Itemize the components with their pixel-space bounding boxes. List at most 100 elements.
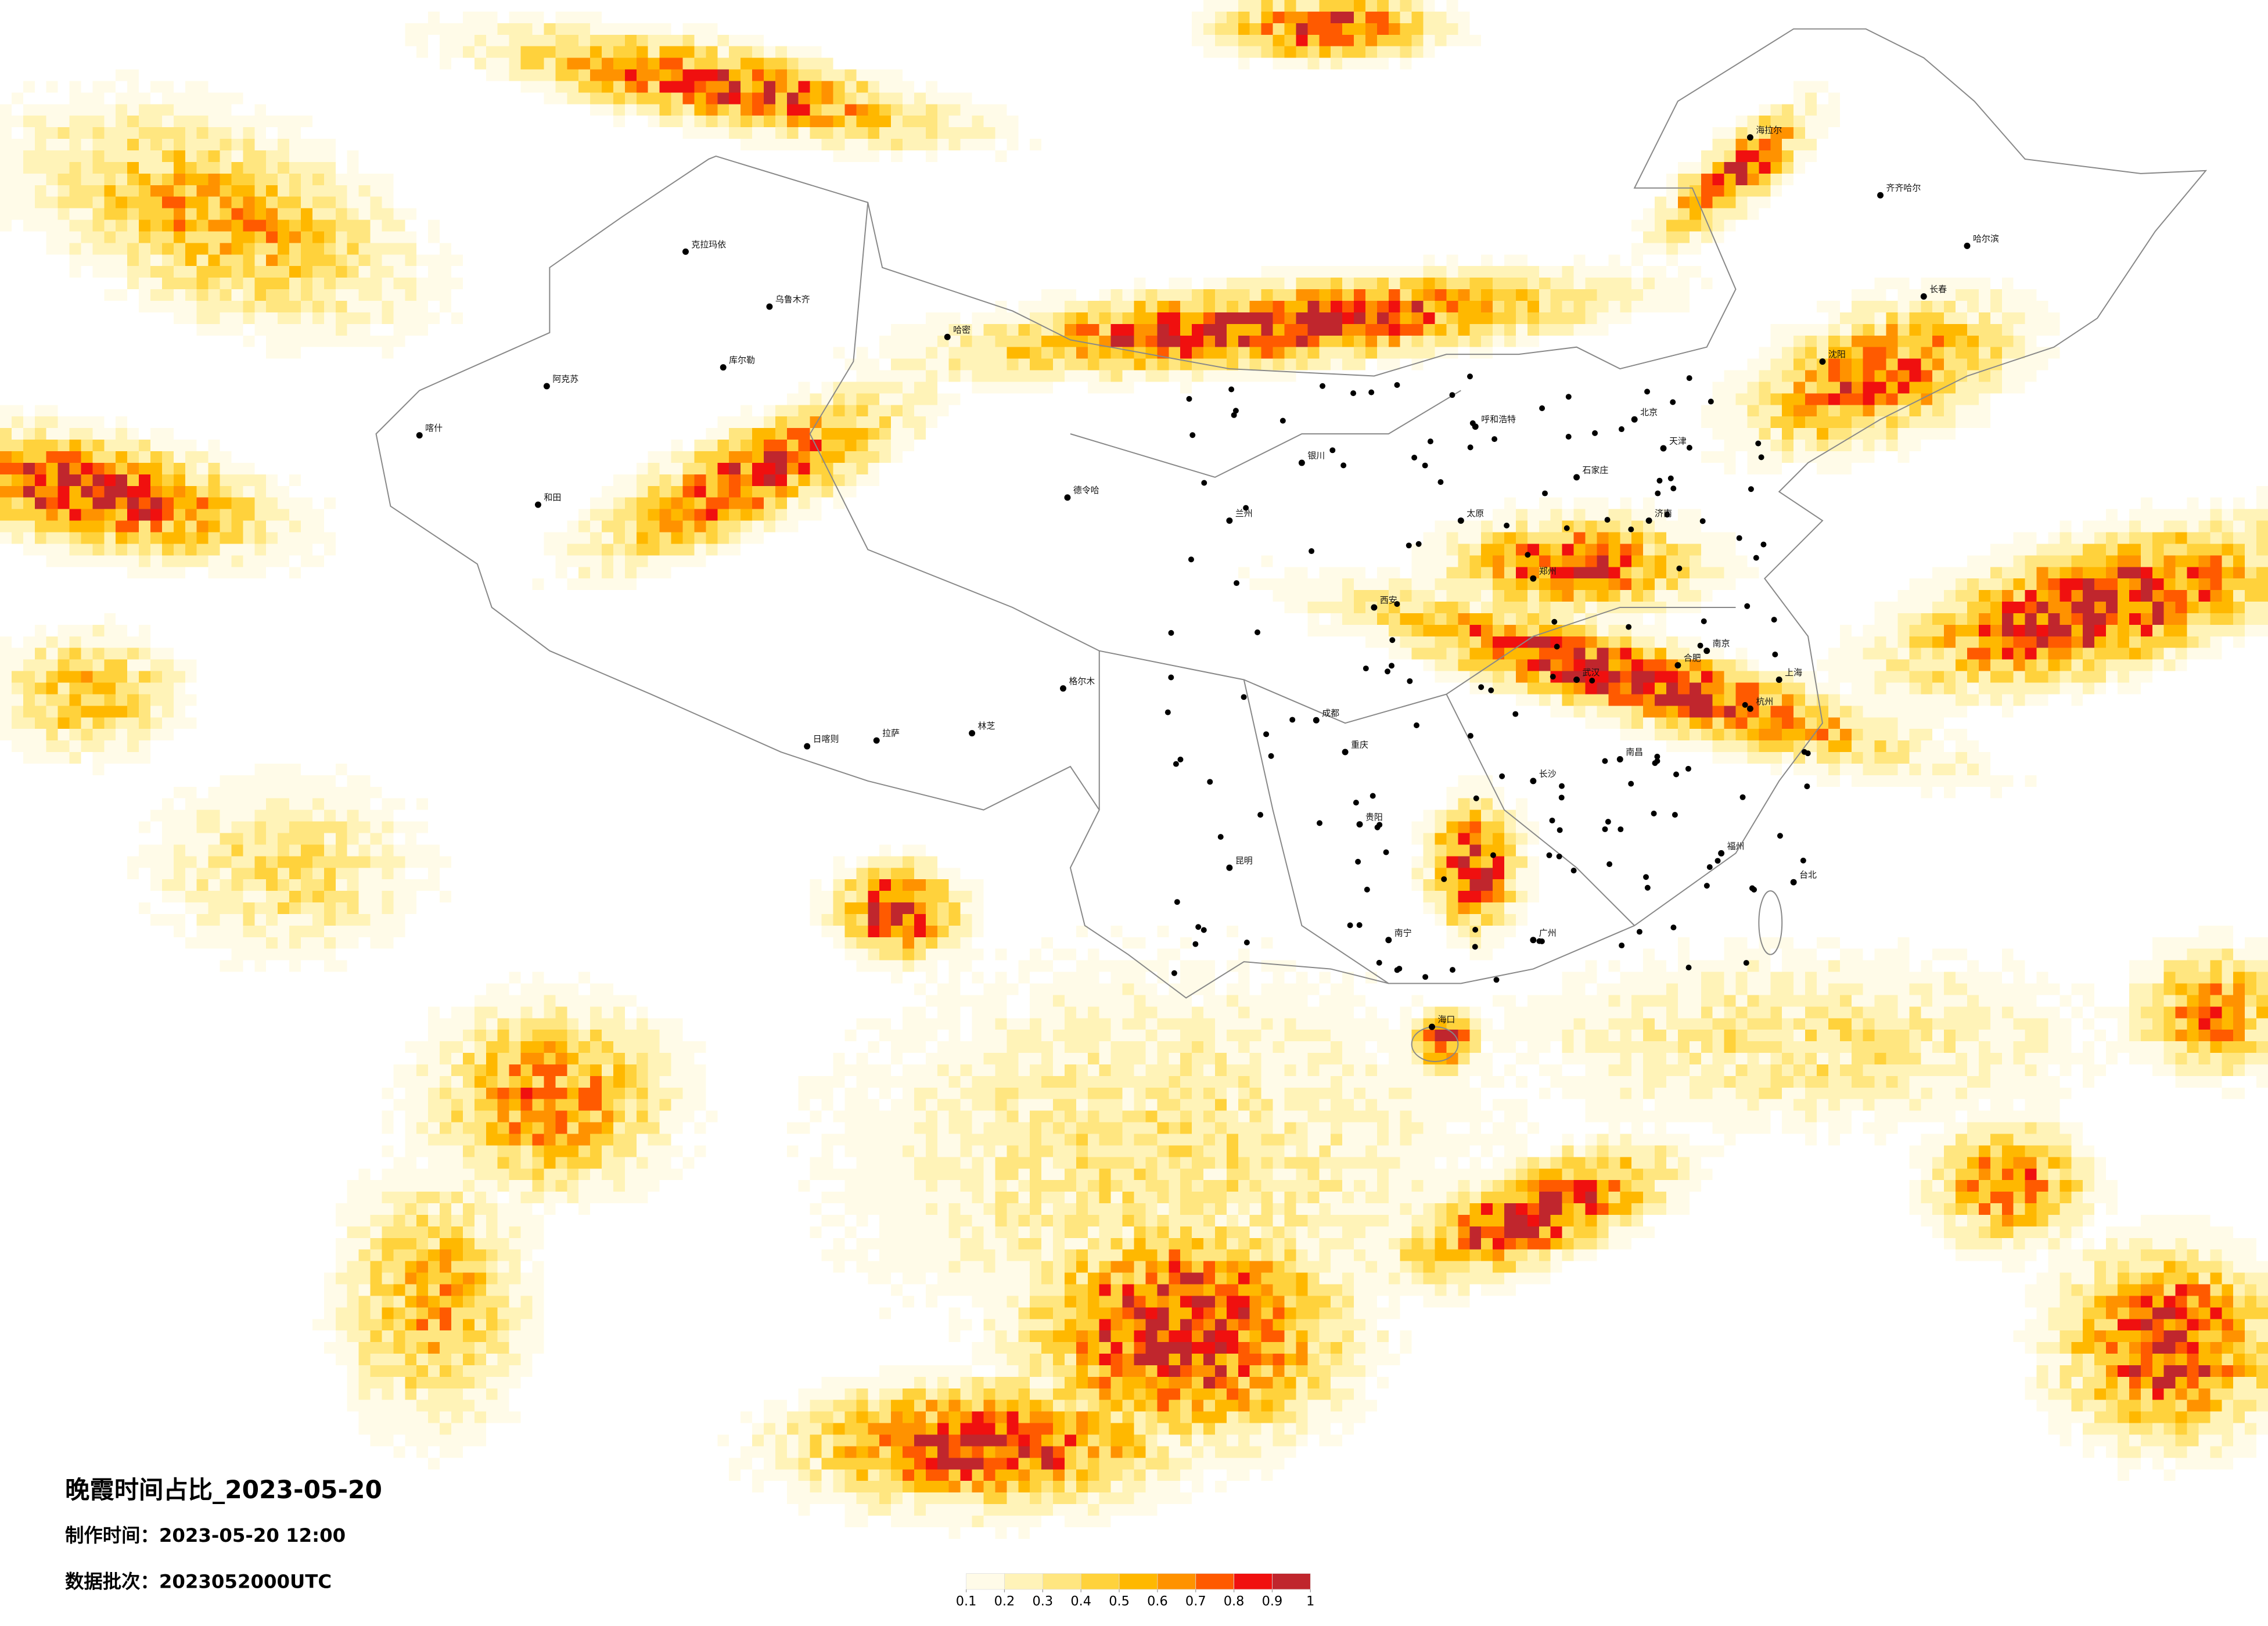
city-label: 石家庄: [1583, 465, 1609, 475]
city-dot: [1241, 694, 1247, 700]
city-dot: [1289, 717, 1296, 723]
city-label: 南京: [1713, 638, 1730, 649]
city-label: 重庆: [1351, 740, 1368, 750]
city-dot: [1775, 677, 1782, 683]
city-dot: [1168, 629, 1174, 636]
city-dot: [1207, 779, 1213, 785]
city-label: 合肥: [1684, 653, 1701, 663]
city-label: 库尔勒: [729, 355, 755, 365]
city-dot: [1644, 884, 1651, 891]
city-dot: [1753, 555, 1759, 561]
city-label: 喀什: [425, 423, 443, 433]
city-label: 广州: [1539, 927, 1557, 938]
city-dot: [1429, 1023, 1436, 1030]
city-dot: [1385, 668, 1390, 675]
city-dot: [1546, 852, 1552, 858]
colorbar-box: [1004, 1573, 1043, 1590]
colorbar-box: [1042, 1573, 1081, 1590]
city-dot: [1760, 541, 1767, 548]
city-label: 贵阳: [1365, 812, 1383, 822]
city-dot: [1771, 617, 1777, 623]
heat-cells: [11, 0, 2268, 1493]
city-dot: [1703, 647, 1710, 654]
city-dot: [1353, 800, 1359, 806]
city-dot: [1525, 552, 1531, 558]
city-label: 太原: [1467, 508, 1484, 519]
city-dot: [1473, 795, 1479, 801]
city-dot: [1703, 883, 1710, 889]
city-dot: [1676, 565, 1683, 571]
city-dot: [1743, 960, 1749, 966]
city-dot: [1394, 601, 1400, 607]
heat-cells: [0, 0, 2268, 1539]
city-label: 南宁: [1394, 927, 1412, 938]
city-dot: [1385, 937, 1392, 944]
city-dot: [1257, 812, 1264, 818]
city-label: 海口: [1437, 1015, 1455, 1025]
city-dot: [1616, 756, 1623, 762]
colorbar-label: 0.8: [1224, 1593, 1245, 1609]
city-dot: [1490, 852, 1496, 858]
city-label: 昆明: [1235, 855, 1253, 866]
borders: [375, 28, 2208, 1062]
city-dot: [1605, 819, 1611, 825]
city-dot: [1628, 780, 1634, 787]
city-label: 长沙: [1539, 768, 1557, 779]
city-dot: [1549, 817, 1555, 823]
city-dot: [1651, 810, 1657, 816]
city-label: 海拉尔: [1756, 125, 1782, 135]
city-dot: [1755, 440, 1762, 447]
city-dot: [543, 383, 550, 390]
city-label: 杭州: [1756, 696, 1773, 707]
city-dot: [1530, 778, 1537, 785]
city-label: 克拉玛依: [691, 239, 726, 250]
city-dot: [1604, 517, 1611, 523]
city-dot: [1396, 966, 1403, 972]
city-dot: [1422, 974, 1429, 980]
city-dot: [1406, 542, 1412, 549]
city-dot: [1672, 812, 1678, 818]
city-label: 郑州: [1539, 566, 1557, 577]
city-dot: [1664, 512, 1670, 518]
city-dot: [1255, 629, 1261, 635]
city-dot: [1686, 375, 1692, 382]
city-dot: [1685, 965, 1692, 971]
city-dot: [1467, 733, 1473, 739]
city-dot: [1347, 922, 1353, 929]
city-dot: [1383, 849, 1389, 855]
made-time: 制作时间：2023-05-20 12:00: [65, 1524, 346, 1546]
province-border: [1446, 693, 1635, 926]
heat-cells: [0, 0, 2268, 1505]
city-dot: [1558, 794, 1565, 801]
city-dot: [1329, 447, 1336, 454]
city-label: 福州: [1727, 841, 1745, 851]
city-dot: [1164, 709, 1171, 715]
city-dot: [1565, 434, 1572, 440]
colorbar-box: [966, 1573, 1005, 1590]
city-dot: [1457, 517, 1464, 524]
city-dot: [1551, 618, 1558, 625]
city-dot: [1667, 475, 1674, 481]
colorbar-box: [1119, 1573, 1158, 1590]
city-dot: [1422, 462, 1428, 469]
city-dot: [1411, 455, 1418, 461]
city-label: 日喀则: [813, 734, 839, 744]
city-dot: [1573, 474, 1580, 481]
city-dot: [1656, 477, 1663, 484]
city-dot: [1394, 382, 1400, 388]
data-batch: 数据批次：2023052000UTC: [65, 1571, 332, 1593]
city-dot: [1697, 642, 1703, 649]
city-dot: [1686, 445, 1692, 451]
city-dot: [1320, 383, 1326, 389]
city-dot: [1064, 494, 1071, 501]
city-label: 齐齐哈尔: [1886, 183, 1921, 193]
city-dot: [1628, 526, 1634, 533]
city-dot: [1673, 771, 1679, 778]
city-label: 南昌: [1626, 747, 1643, 757]
city-dot: [1491, 436, 1498, 443]
city-dot: [1592, 430, 1598, 436]
province-border: [1099, 606, 1736, 724]
city-dot: [873, 737, 880, 744]
